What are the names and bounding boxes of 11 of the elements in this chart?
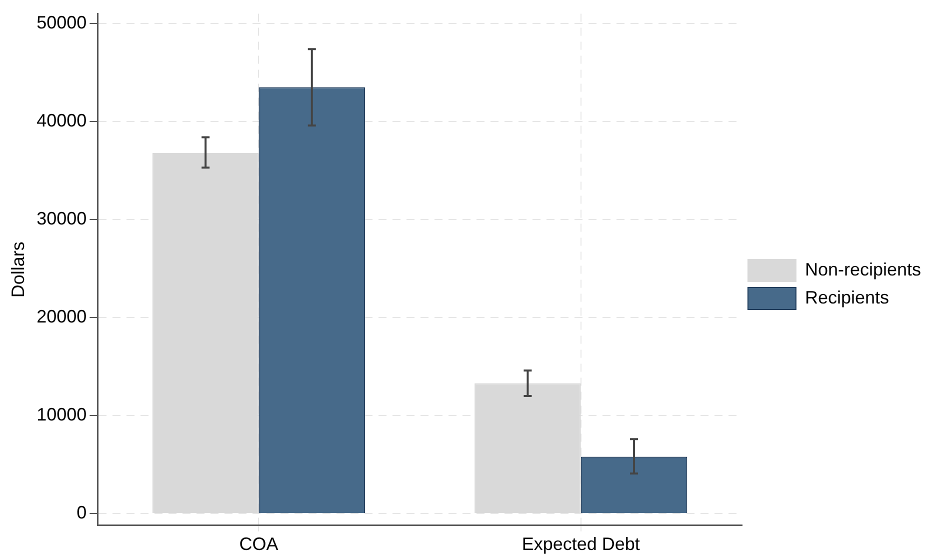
y-tick-label: 0 (76, 502, 87, 523)
y-tick-label: 30000 (36, 208, 87, 229)
x-tick-label: COA (239, 534, 278, 554)
legend-label: Non-recipients (804, 259, 922, 280)
y-tick-label: 20000 (36, 306, 87, 327)
y-tick-label: 10000 (36, 404, 87, 425)
y-axis-title: Dollars (8, 242, 28, 298)
y-tick-label: 40000 (36, 110, 87, 131)
x-tick-label: Expected Debt (522, 534, 640, 554)
legend-label: Recipients (804, 287, 889, 308)
y-tick-label: 50000 (36, 12, 87, 33)
